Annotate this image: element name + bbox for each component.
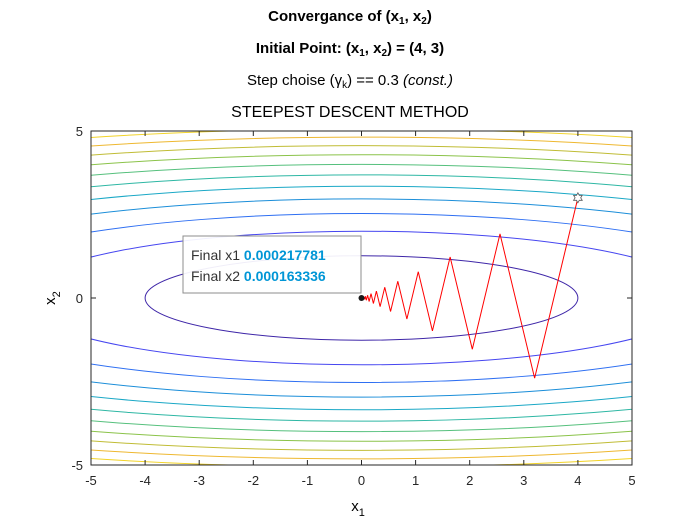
x-tick-label: 5: [628, 473, 635, 488]
contour-level-3: [91, 213, 632, 383]
y-tick-label: 5: [76, 124, 83, 139]
x-tick-label: -5: [85, 473, 97, 488]
x-tick-label: 0: [358, 473, 365, 488]
contour-level-7: [91, 163, 632, 433]
contour-level-11: [91, 131, 632, 465]
datatip-line2: Final x2 0.000163336: [191, 268, 326, 284]
x-tick-label: -3: [193, 473, 205, 488]
x-tick-label: 3: [520, 473, 527, 488]
contour-level-9: [91, 145, 632, 451]
x-tick-label: -1: [302, 473, 314, 488]
contour-level-10: [91, 136, 632, 460]
x-tick-label: 1: [412, 473, 419, 488]
datatip-line1: Final x1 0.000217781: [191, 247, 326, 263]
y-tick-label: -5: [71, 458, 83, 473]
title-method: STEEPEST DESCENT METHOD: [231, 104, 469, 121]
y-tick-label: 0: [76, 291, 83, 306]
datatip-box: [182, 235, 362, 294]
contour-level-8: [91, 154, 632, 442]
x-tick-label: -4: [139, 473, 151, 488]
x-tick-label: 4: [574, 473, 581, 488]
contour-level-6: [91, 174, 632, 422]
title-initial-point: Initial Point: (x1, x2) = (4, 3): [255, 40, 445, 59]
start-point-marker: [572, 191, 583, 204]
contour-level-4: [91, 198, 632, 398]
final-point-marker[interactable]: [358, 294, 365, 301]
x-tick-label: -2: [248, 473, 260, 488]
datatip[interactable]: Final x1 0.000217781 Final x2 0.00016333…: [182, 235, 362, 294]
x-tick-label: 2: [466, 473, 473, 488]
contour-level-5: [91, 185, 632, 411]
x-axis-label: x1: [351, 498, 365, 519]
title-convergence: Convergance of (x1, x2): [268, 8, 432, 27]
y-axis-label: x2: [42, 291, 63, 305]
contour-level-2: [91, 230, 632, 366]
title-step-choice: Step choise (γk) == 0.3 (const.): [247, 72, 453, 91]
descent-path-line: [361, 197, 579, 379]
